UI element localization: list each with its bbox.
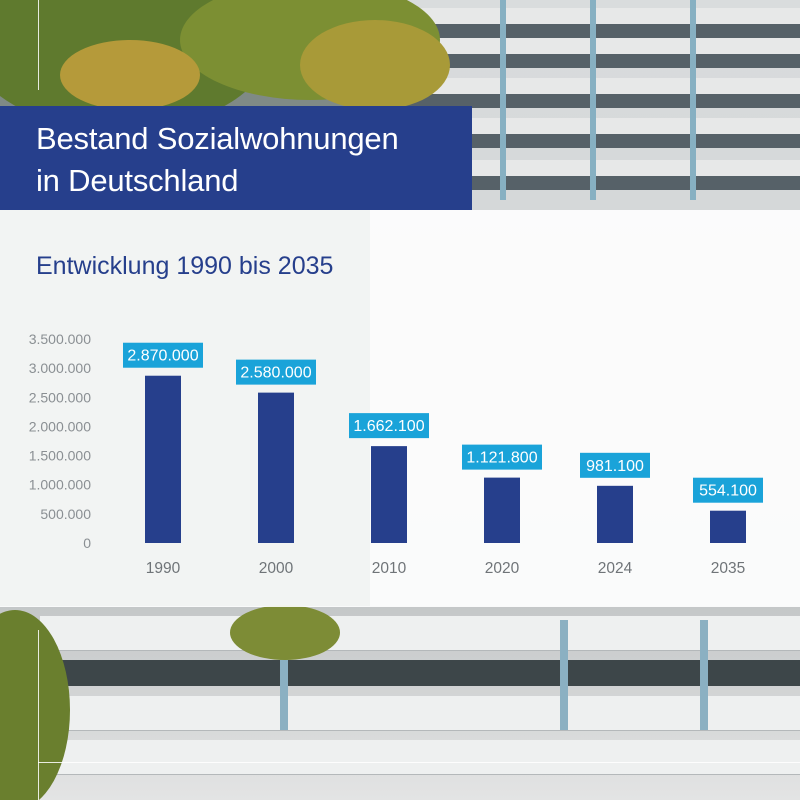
data-label: 981.100: [586, 458, 644, 475]
x-tick-label: 2010: [372, 560, 407, 577]
facade-band: [40, 616, 800, 651]
tree-foliage: [60, 40, 200, 110]
bar-2010: [371, 446, 407, 543]
y-tick-label: 2.000.000: [29, 418, 91, 434]
x-tick-label: 2000: [259, 560, 294, 577]
title-line-1: Bestand Sozialwohnungen: [36, 121, 399, 156]
facade-band: [40, 696, 800, 731]
y-tick-label: 1.500.000: [29, 448, 91, 464]
data-label: 1.662.100: [353, 418, 424, 435]
bar-2020: [484, 477, 520, 543]
data-label-box: [580, 452, 650, 478]
bar-2000: [258, 392, 294, 543]
y-tick-label: 2.500.000: [29, 389, 91, 405]
tree-foliage: [300, 20, 450, 110]
chart-subtitle: Entwicklung 1990 bis 2035: [36, 252, 334, 280]
x-tick-label: 2020: [485, 560, 520, 577]
title-line-2: in Deutschland: [36, 163, 239, 198]
data-label-box: [693, 477, 763, 503]
facade-column: [560, 620, 568, 730]
x-tick-label: 2035: [711, 560, 745, 577]
y-tick-label: 500.000: [40, 506, 91, 522]
frame-line: [38, 630, 39, 800]
data-label-box: [236, 359, 316, 385]
y-tick-label: 1.000.000: [29, 477, 91, 493]
data-label-box: [462, 444, 542, 470]
bar-2024: [597, 485, 633, 543]
y-tick-label: 3.500.000: [29, 331, 91, 347]
bar-1990: [145, 375, 181, 543]
facade-column: [500, 0, 506, 200]
data-label: 2.870.000: [127, 348, 198, 365]
frame-line: [38, 0, 39, 90]
bar-2035: [710, 510, 746, 543]
facade-column: [590, 0, 596, 200]
facade-column: [280, 620, 288, 730]
data-label: 1.121.800: [466, 450, 537, 467]
data-label-box: [349, 413, 429, 439]
data-label-box: [123, 342, 203, 368]
page-title: Bestand Sozialwohnungen in Deutschland: [36, 118, 399, 202]
facade-column: [690, 0, 696, 200]
x-tick-label: 2024: [598, 560, 633, 577]
tree-foliage: [230, 605, 340, 660]
y-tick-label: 3.000.000: [29, 360, 91, 376]
y-tick-label: 0: [83, 535, 91, 551]
title-box: [0, 106, 472, 210]
facade-column: [700, 620, 708, 730]
data-label: 2.580.000: [240, 365, 311, 382]
data-label: 554.100: [699, 483, 757, 500]
frame-line: [38, 762, 800, 763]
facade-band: [40, 740, 800, 775]
x-tick-label: 1990: [146, 560, 181, 577]
facade-window-row: [40, 660, 800, 686]
